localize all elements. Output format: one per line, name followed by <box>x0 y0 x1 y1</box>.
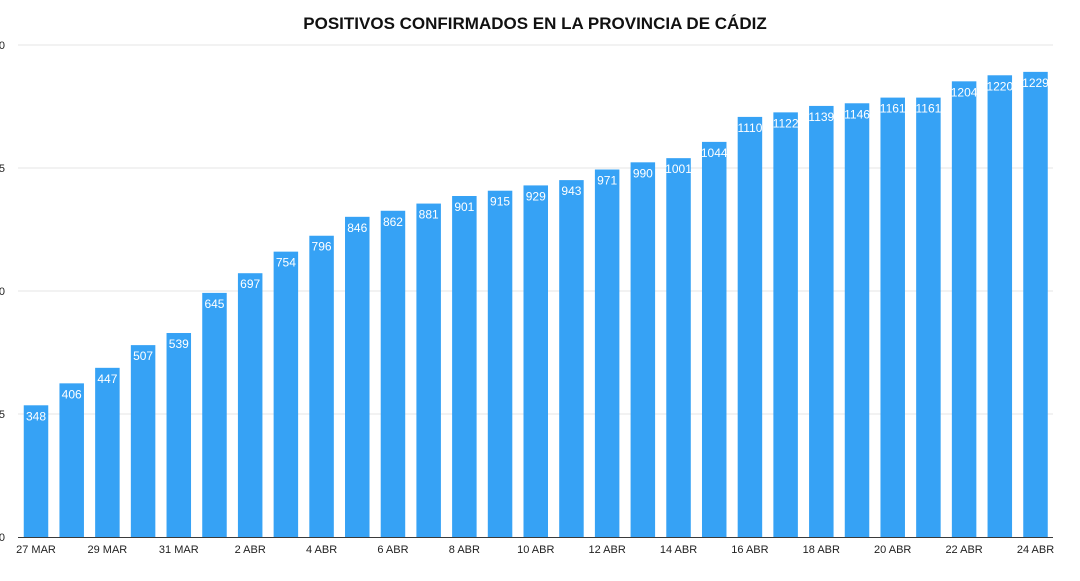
y-tick-label: 5 <box>0 163 5 175</box>
bar-value-label: 1146 <box>844 107 870 121</box>
bar-value-label: 943 <box>561 184 581 198</box>
chart-title: POSITIVOS CONFIRMADOS EN LA PROVINCIA DE… <box>303 14 766 33</box>
bar-value-label: 348 <box>26 409 46 423</box>
bar-value-label: 901 <box>454 200 474 214</box>
bar-value-label: 971 <box>597 174 617 188</box>
bar <box>559 180 584 537</box>
bar <box>951 81 977 537</box>
bar-value-label: 1204 <box>951 85 978 99</box>
bar <box>630 162 656 538</box>
bar-value-label: 862 <box>383 215 403 229</box>
y-tick-label: 0 <box>0 532 5 544</box>
bar-value-label: 846 <box>347 221 367 235</box>
y-tick-label: 0 <box>0 286 5 298</box>
bar <box>130 345 156 537</box>
bar-value-label: 1122 <box>773 116 799 130</box>
bar <box>701 141 727 537</box>
bar <box>844 103 870 537</box>
bar <box>95 367 120 537</box>
bar-value-label: 1229 <box>1022 76 1049 90</box>
x-tick-label: 2 ABR <box>235 544 266 556</box>
bar <box>487 190 513 537</box>
bar <box>773 112 798 538</box>
bar-value-label: 1139 <box>808 110 834 124</box>
bar-value-label: 915 <box>490 195 510 209</box>
x-tick-label: 18 ABR <box>803 544 840 556</box>
bar-value-label: 1161 <box>916 102 942 116</box>
bar-value-label: 697 <box>240 277 260 291</box>
bar <box>594 169 620 537</box>
bar <box>523 185 548 537</box>
bar-value-label: 406 <box>62 387 82 401</box>
x-tick-label: 20 ABR <box>874 544 911 556</box>
bar <box>666 158 691 537</box>
bar-value-label: 796 <box>312 240 332 254</box>
x-tick-label: 6 ABR <box>377 544 408 556</box>
x-tick-label: 8 ABR <box>449 544 480 556</box>
bar <box>309 235 334 537</box>
axis-layer: 0 5 0 5 0 27 MAR 29 MAR 31 MAR 2 ABR 4 ABR 6 ABR 8 … <box>0 40 1054 556</box>
bar-value-label: 447 <box>97 372 117 386</box>
bar-value-label: 1220 <box>986 79 1013 93</box>
bar <box>987 75 1013 538</box>
x-tick-label: 4 ABR <box>306 544 337 556</box>
bar-value-label: 1044 <box>701 146 728 160</box>
y-tick-label: 0 <box>0 40 5 52</box>
x-tick-label: 27 MAR <box>16 544 56 556</box>
data-labels-layer: 348 406 447 507 539 645 697 754 796 846 862 881 901 9… <box>26 76 1049 423</box>
x-tick-label: 16 ABR <box>731 544 768 556</box>
x-tick-label: 12 ABR <box>588 544 625 556</box>
bar-value-label: 1161 <box>880 102 906 116</box>
bar-value-label: 929 <box>526 189 546 203</box>
bar <box>809 105 834 537</box>
bar-value-label: 881 <box>419 208 439 222</box>
bar <box>916 97 941 538</box>
bar <box>23 405 49 537</box>
x-tick-label: 10 ABR <box>517 544 554 556</box>
bar <box>416 203 441 537</box>
bar <box>452 196 477 537</box>
bar <box>345 216 370 537</box>
bar <box>166 333 192 537</box>
bar <box>737 116 763 538</box>
bar-value-label: 1001 <box>665 162 692 176</box>
bar-value-label: 645 <box>204 297 224 311</box>
bar <box>380 210 406 537</box>
x-tick-label: 22 ABR <box>945 544 982 556</box>
bars-layer <box>23 71 1048 538</box>
bar-value-label: 754 <box>276 256 296 270</box>
bar-value-label: 990 <box>633 166 653 180</box>
x-tick-label: 31 MAR <box>159 544 199 556</box>
bar-value-label: 1110 <box>737 121 762 135</box>
bar <box>880 97 905 538</box>
bar <box>1023 71 1048 538</box>
bar-value-label: 507 <box>133 349 153 363</box>
x-tick-label: 24 ABR <box>1017 544 1054 556</box>
x-tick-label: 14 ABR <box>660 544 697 556</box>
bar <box>202 292 227 537</box>
y-tick-label: 5 <box>0 409 5 421</box>
x-tick-label: 29 MAR <box>88 544 128 556</box>
bar-value-label: 539 <box>169 337 189 351</box>
bar <box>273 251 299 537</box>
bar <box>59 383 84 537</box>
bar <box>237 273 263 537</box>
